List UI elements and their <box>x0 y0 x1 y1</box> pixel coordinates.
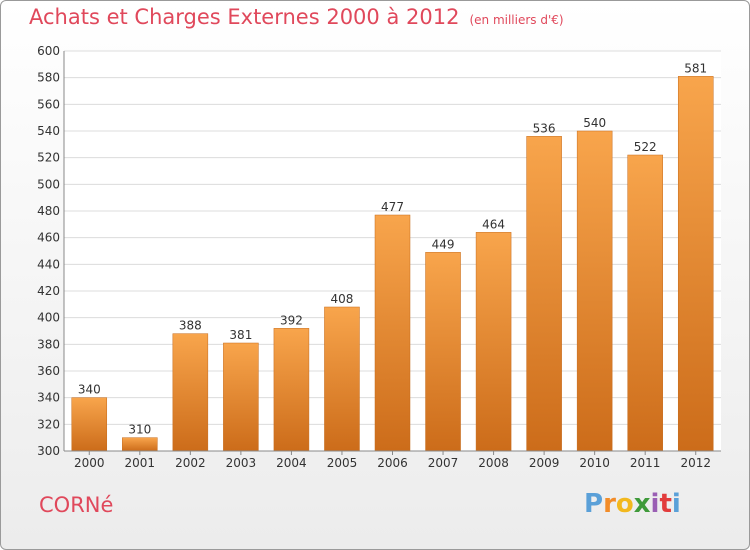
y-tick-label: 580 <box>37 71 60 85</box>
bar-value-label: 581 <box>684 61 707 75</box>
x-tick-label: 2003 <box>226 456 257 470</box>
bar <box>526 136 562 452</box>
y-tick-label: 340 <box>37 391 60 405</box>
x-tick-label: 2008 <box>478 456 509 470</box>
x-tick-label: 2010 <box>579 456 610 470</box>
x-tick-label: 2000 <box>74 456 105 470</box>
y-tick-label: 500 <box>37 177 60 191</box>
y-tick-label: 480 <box>37 204 60 218</box>
y-tick-label: 400 <box>37 311 60 325</box>
y-tick-label: 360 <box>37 364 60 378</box>
bar <box>273 328 310 452</box>
bar-value-label: 340 <box>78 383 101 397</box>
bar <box>223 342 259 452</box>
y-tick-label: 440 <box>37 257 60 271</box>
y-tick-label: 560 <box>37 97 60 111</box>
bar <box>576 130 613 452</box>
chart-subtitle: (en milliers d'€) <box>469 13 564 27</box>
y-tick-label: 420 <box>37 284 60 298</box>
bar-value-label: 310 <box>128 423 151 437</box>
bar-value-label: 477 <box>381 200 404 214</box>
bar-value-label: 408 <box>331 292 354 306</box>
x-tick-label: 2007 <box>428 456 459 470</box>
y-tick-label: 460 <box>37 231 60 245</box>
bar-value-label: 536 <box>533 121 556 135</box>
y-tick-label: 300 <box>37 444 60 458</box>
proxiti-logo: Proxiti <box>584 489 681 519</box>
x-tick-label: 2001 <box>125 456 156 470</box>
bar-value-label: 449 <box>432 237 455 251</box>
y-tick-label: 320 <box>37 417 60 431</box>
y-tick-label: 600 <box>37 44 60 58</box>
x-tick-label: 2005 <box>327 456 358 470</box>
commune-name: CORNé <box>39 493 114 517</box>
x-tick-label: 2004 <box>276 456 307 470</box>
y-tick-label: 380 <box>37 337 60 351</box>
x-tick-label: 2006 <box>377 456 408 470</box>
bar-value-label: 464 <box>482 217 505 231</box>
x-tick-label: 2011 <box>630 456 661 470</box>
y-tick-label: 540 <box>37 124 60 138</box>
x-tick-label: 2009 <box>529 456 560 470</box>
bar <box>475 232 512 452</box>
y-tick-label: 520 <box>37 151 60 165</box>
title-text: Achats et Charges Externes 2000 à 2012 <box>29 5 460 29</box>
bar <box>71 397 108 452</box>
chart-title: Achats et Charges Externes 2000 à 2012 (e… <box>29 5 564 29</box>
bar <box>122 437 158 452</box>
bar <box>677 76 714 452</box>
bar-value-label: 381 <box>229 328 252 342</box>
bar <box>627 154 663 452</box>
bar <box>425 252 461 452</box>
x-tick-label: 2012 <box>680 456 711 470</box>
bar <box>374 214 411 452</box>
bar-value-label: 522 <box>634 140 657 154</box>
bar-value-label: 392 <box>280 313 303 327</box>
bar <box>324 306 360 452</box>
bar-value-label: 388 <box>179 319 202 333</box>
bar-chart: 300 320 340 360 380 400 420 440 460 480 500 520 540 5… <box>37 44 721 470</box>
x-tick-label: 2002 <box>175 456 206 470</box>
bar <box>172 333 209 452</box>
bar-value-label: 540 <box>583 116 606 130</box>
